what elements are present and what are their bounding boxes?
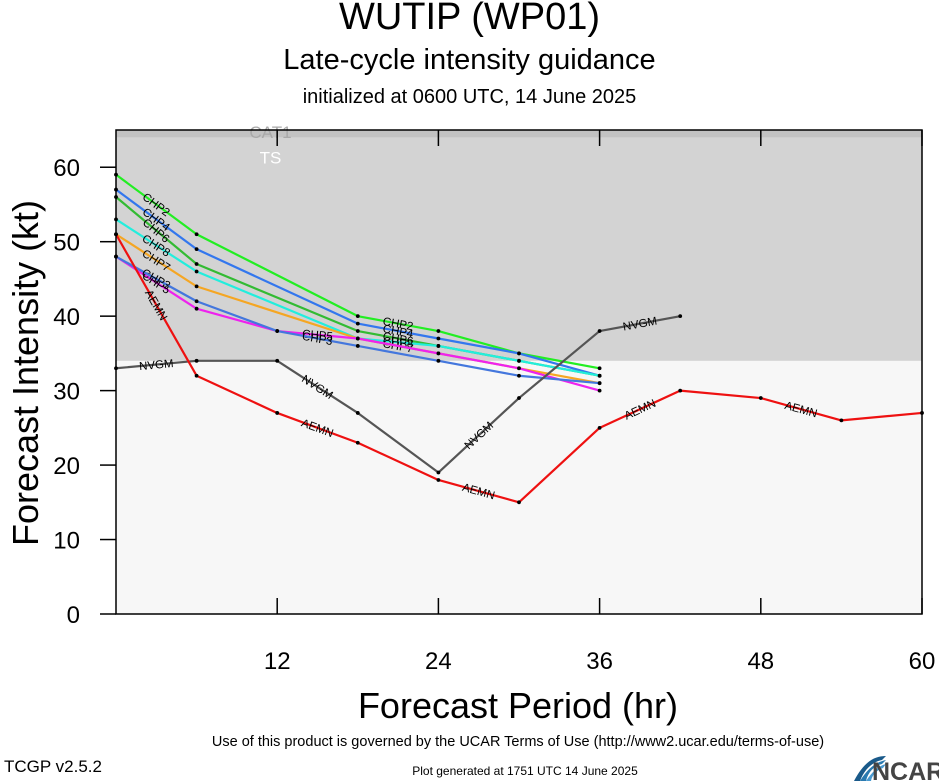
x-tick-label: 24: [425, 648, 452, 675]
version-label: TCGP v2.5.2: [4, 757, 102, 776]
series-line-chp2: [115, 173, 600, 370]
terms-of-use: Use of this product is governed by the U…: [211, 734, 825, 750]
x-axis-label: Forecast Period (hr): [358, 685, 678, 726]
y-tick-label: 10: [53, 528, 80, 555]
series-label-chp3: CHP3: [301, 331, 333, 348]
band-label-cat1: CAT1: [249, 123, 291, 142]
data-point-chp8: [194, 269, 199, 274]
data-point-chp4: [355, 321, 360, 326]
chart-axes: 12 24 36 48 60 0 10 20 30 40 50 60: [53, 129, 936, 675]
plot-frame: [115, 129, 923, 615]
data-point-nvgm: [355, 411, 360, 415]
data-point-aemn: [355, 440, 360, 445]
x-tick-label: 12: [264, 648, 291, 675]
data-point-chp4: [436, 336, 441, 341]
data-point-aemn: [275, 411, 280, 415]
data-point-chp2: [194, 232, 199, 237]
logo-text: NCAR: [872, 758, 939, 782]
data-point-chp2: [355, 314, 360, 319]
data-point-chp5: [194, 306, 199, 311]
data-point-chp3: [355, 344, 360, 348]
data-point-chp3: [194, 299, 199, 304]
data-point-nvgm: [517, 396, 521, 400]
series-line-chp8: [115, 218, 600, 377]
data-point-chp8: [597, 373, 602, 378]
y-tick-label: 60: [53, 155, 80, 182]
data-point-aemn: [758, 396, 763, 400]
data-point-nvgm: [436, 470, 441, 475]
data-point-chp2: [597, 366, 602, 371]
data-point-aemn: [839, 418, 844, 423]
data-point-chp5: [597, 388, 602, 393]
data-point-chp5: [517, 366, 521, 371]
series-label-nvgm: NVGM: [139, 358, 174, 373]
data-point-chp5: [355, 336, 360, 341]
data-point-nvgm: [275, 358, 280, 363]
data-point-chp7: [194, 284, 199, 289]
data-point-nvgm: [597, 329, 602, 333]
data-point-chp3: [597, 381, 602, 386]
data-point-chp4: [517, 351, 521, 356]
band-none: [116, 360, 922, 614]
data-point-aemn: [517, 500, 521, 505]
data-point-chp8: [517, 358, 521, 363]
data-point-chp8: [436, 344, 441, 348]
band-cat1: [116, 130, 922, 138]
intensity-bands: TS CAT1: [116, 123, 922, 614]
data-point-chp6: [355, 329, 360, 333]
y-tick-label: 0: [67, 602, 80, 629]
initialization-time: initialized at 0600 UTC, 14 June 2025: [302, 86, 637, 108]
data-point-aemn: [436, 478, 441, 482]
data-point-chp6: [194, 262, 199, 266]
ncar-logo: NCAR: [854, 756, 939, 782]
data-point-chp2: [436, 329, 441, 333]
y-tick-label: 50: [53, 230, 80, 257]
chart-title: WUTIP (WP01): [338, 0, 601, 38]
x-tick-label: 48: [747, 648, 774, 675]
data-point-chp3: [275, 329, 280, 333]
data-point-chp5: [436, 351, 441, 356]
data-point-aemn: [194, 373, 199, 378]
series-line-chp4: [115, 188, 600, 377]
y-tick-label: 20: [53, 453, 80, 480]
series-line-nvgm: [115, 315, 681, 474]
x-tick-label: 36: [586, 648, 613, 675]
data-point-chp3: [436, 358, 441, 363]
data-point-aemn: [678, 388, 683, 393]
data-point-nvgm: [678, 314, 683, 319]
y-tick-label: 30: [53, 379, 80, 406]
data-point-chp3: [517, 373, 521, 378]
generated-timestamp: Plot generated at 1751 UTC 14 June 2025: [412, 764, 638, 778]
data-point-chp4: [194, 247, 199, 252]
y-axis-label: Forecast Intensity (kt): [5, 200, 46, 546]
chart-subtitle: Late-cycle intensity guidance: [283, 44, 656, 76]
band-ts: [116, 137, 922, 361]
data-point-aemn: [597, 425, 602, 430]
band-label-ts: TS: [260, 148, 282, 167]
x-tick-label: 60: [909, 648, 936, 675]
y-tick-label: 40: [53, 304, 80, 331]
data-point-nvgm: [194, 358, 199, 363]
